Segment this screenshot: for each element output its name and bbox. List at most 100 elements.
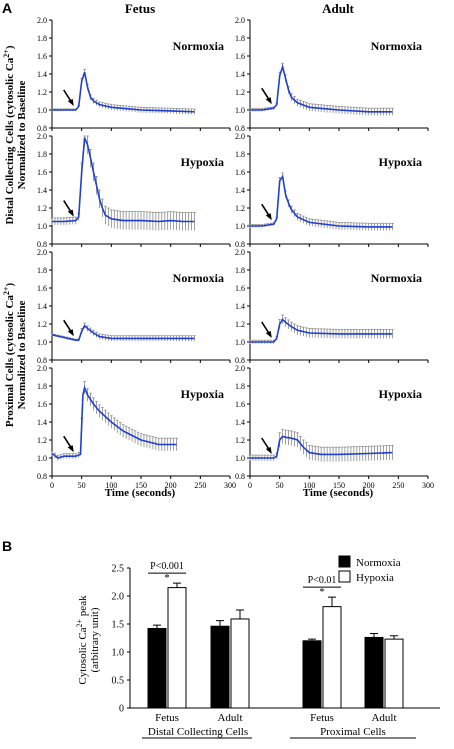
svg-text:Distal Collecting Cells (cytos: Distal Collecting Cells (cytosolic Ca2+) (2, 45, 17, 224)
y-tick-label: 1.0 (235, 338, 245, 347)
bar-group-4: Adult (364, 633, 404, 724)
svg-text:Cytosolic Ca2+ peak: Cytosolic Ca2+ peak (75, 595, 90, 685)
y-tick-label: 1.6 (37, 52, 47, 61)
y-tick-label: 0 (119, 704, 124, 715)
stimulus-arrow-head (67, 99, 74, 106)
y-tick-label: 1.8 (235, 34, 245, 43)
x-tick-label: 100 (105, 481, 117, 490)
group-label: Fetus (155, 712, 179, 724)
y-tick-label: 0.5 (112, 676, 125, 687)
y-tick-label: 1.8 (235, 382, 245, 391)
bar-group-3: Fetus *P<0.01 (302, 575, 342, 724)
y-tick-label: 1.4 (235, 418, 245, 427)
y-tick-label: 1.6 (235, 400, 245, 409)
subplot-distal-fetus-normoxia: 0.8 1.0 1.2 1.4 1.6 1.8 2.0 Normoxia (37, 16, 231, 133)
panel-a-plots: 0.8 1.0 1.2 1.4 1.6 1.8 2.0 Normoxia 0.8 1.0 1.2 1.… (37, 16, 434, 490)
legend-swatch-normoxia (338, 555, 351, 568)
y-tick-label: 1.4 (37, 418, 47, 427)
y-tick-label: 1.2 (235, 204, 245, 213)
y-tick-label: 1.6 (37, 168, 47, 177)
bar-normoxia (147, 627, 167, 709)
y-tick-label: 1.6 (235, 168, 245, 177)
stimulus-arrow-head (67, 445, 74, 453)
x-tick-label: 200 (165, 481, 177, 490)
y-tick-label: 2.0 (37, 16, 47, 25)
trace-line (52, 137, 195, 223)
bar-hypoxia (167, 587, 187, 709)
ylabel-proximal-line1: Proximal Cells (cytosolic Ca (4, 295, 16, 428)
y-tick-label: 1.8 (37, 382, 47, 391)
y-tick-label: 1.2 (37, 436, 47, 445)
y-tick-label: 2.5 (112, 564, 125, 575)
trace-line (250, 435, 393, 459)
trace-line (250, 174, 393, 228)
bar-normoxia (210, 625, 230, 709)
y-tick-label: 0.8 (235, 240, 245, 249)
stimulus-arrow-head (265, 213, 272, 221)
x-tick-label: 50 (276, 481, 284, 490)
y-tick-label: 2.0 (235, 132, 245, 141)
condition-label: Normoxia (173, 271, 224, 285)
stimulus-arrow-head (265, 97, 272, 105)
y-tick-label: 1.2 (37, 204, 47, 213)
x-tick-label: 100 (303, 481, 315, 490)
x-tick-label: 300 (224, 481, 236, 490)
ylabel-distal-line1: Distal Collecting Cells (cytosolic Ca (4, 57, 16, 224)
y-tick-label: 1.4 (37, 302, 47, 311)
y-tick-label: 1.0 (112, 648, 125, 659)
y-tick-label: 1.2 (37, 320, 47, 329)
y-tick-label: 1.8 (235, 150, 245, 159)
condition-label: Hypoxia (181, 155, 224, 169)
y-tick-label: 1.2 (235, 88, 245, 97)
y-tick-label: 2.0 (37, 248, 47, 257)
condition-label: Normoxia (371, 271, 422, 285)
y-tick-label: 0.8 (235, 472, 245, 481)
x-tick-label: 200 (363, 481, 375, 490)
y-tick-label: 1.2 (235, 436, 245, 445)
y-tick-label: 0.8 (37, 356, 47, 365)
stimulus-arrow-head (67, 209, 74, 217)
y-tick-label: 2.0 (235, 364, 245, 373)
y-tick-label: 1.4 (235, 70, 245, 79)
y-tick-label: 1.2 (235, 320, 245, 329)
y-tick-label: 1.0 (37, 338, 47, 347)
significance-star: * (164, 572, 170, 584)
xlabel-fetus: Time (seconds) (105, 487, 176, 499)
x-tick-label: 150 (333, 481, 345, 490)
legend-label-normoxia: Normoxia (356, 557, 401, 569)
xlabel-adult: Time (seconds) (303, 487, 374, 499)
p-value-label: P<0.001 (150, 561, 184, 572)
y-tick-label: 1.8 (37, 266, 47, 275)
subplot-proximal-adult-normoxia: 0.8 1.0 1.2 1.4 1.6 1.8 2.0 Normoxia (235, 248, 429, 365)
y-tick-label: 1.5 (112, 620, 125, 631)
ylabel-distal: Distal Collecting Cells (cytosolic Ca2+)… (2, 45, 29, 224)
subplot-proximal-fetus-hypoxia: 0.8 1.0 1.2 1.4 1.6 1.8 2.0 0 50 100 150 200 250 300 H… (37, 364, 236, 490)
subplot-distal-adult-hypoxia: 0.8 1.0 1.2 1.4 1.6 1.8 2.0 Hypoxia (235, 132, 429, 249)
condition-label: Hypoxia (379, 155, 422, 169)
subplot-proximal-adult-hypoxia: 0.8 1.0 1.2 1.4 1.6 1.8 2.0 0 50 100 150 200 250 300 H… (235, 364, 434, 490)
y-tick-label: 1.6 (37, 400, 47, 409)
y-tick-label: 1.8 (37, 34, 47, 43)
y-tick-label: 1.4 (37, 70, 47, 79)
stimulus-arrow-head (67, 329, 74, 337)
group-label: Adult (217, 712, 242, 724)
y-tick-label: 1.4 (235, 302, 245, 311)
ylabel-distal-line2: Normalized to Baseline (16, 81, 28, 190)
y-tick-label: 1.6 (235, 52, 245, 61)
condition-label: Hypoxia (181, 387, 224, 401)
svg-text:Proximal Cells (cytosolic Ca2+: Proximal Cells (cytosolic Ca2+) (2, 283, 17, 428)
y-tick-label: 0.8 (37, 240, 47, 249)
significance-star: * (319, 586, 325, 598)
y-tick-label: 1.6 (235, 284, 245, 293)
group-label: Adult (371, 712, 396, 724)
ylabel-proximal: Proximal Cells (cytosolic Ca2+) Normaliz… (2, 283, 29, 428)
y-tick-label: 1.0 (235, 106, 245, 115)
trace-line (250, 63, 393, 113)
y-tick-label: 2.0 (37, 364, 47, 373)
bar-hypoxia (384, 638, 404, 709)
condition-label: Hypoxia (379, 387, 422, 401)
superscript-ca: 2+ (2, 49, 11, 58)
condition-label: Normoxia (173, 39, 224, 53)
panel-b-label: B (2, 538, 12, 554)
